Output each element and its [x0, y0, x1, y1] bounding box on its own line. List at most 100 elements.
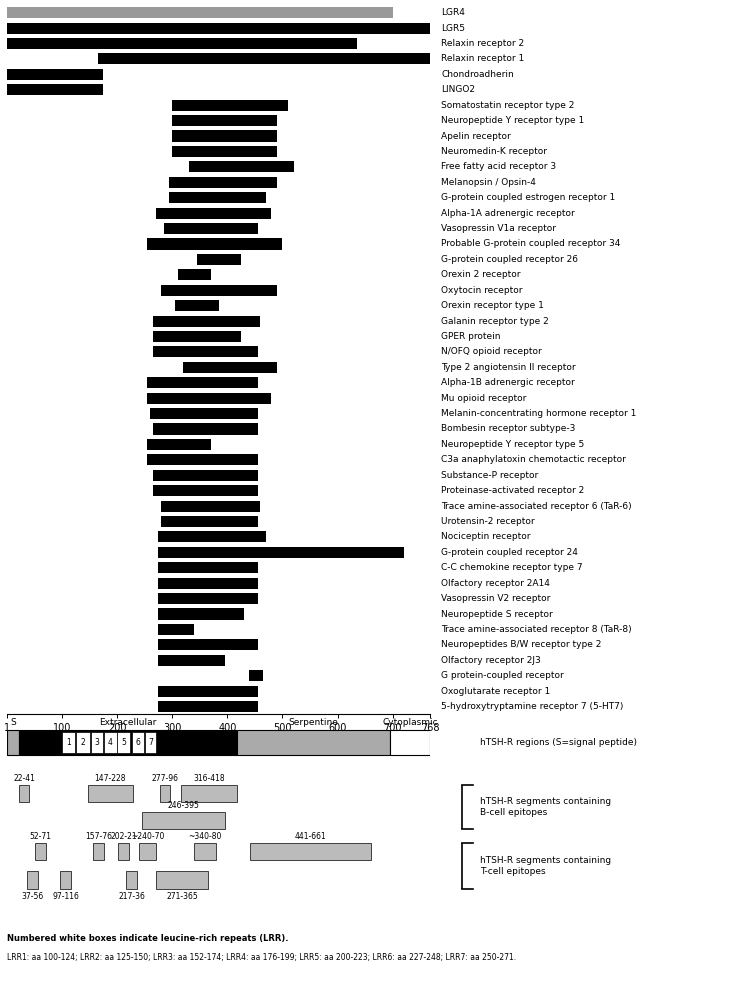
Text: Probable G-protein coupled receptor 34: Probable G-protein coupled receptor 34 [441, 239, 621, 248]
Text: 7: 7 [148, 738, 153, 747]
Bar [7, 84, 103, 95]
Text: Urotensin-2 receptor: Urotensin-2 receptor [441, 517, 535, 526]
Text: 316-418: 316-418 [193, 774, 225, 783]
Text: 4: 4 [108, 738, 113, 747]
Text: Galanin receptor type 2: Galanin receptor type 2 [441, 316, 549, 325]
Text: Apelin receptor: Apelin receptor [441, 132, 511, 141]
Bar [172, 146, 277, 157]
Text: G-protein coupled receptor 24: G-protein coupled receptor 24 [441, 548, 579, 557]
Text: C-C chemokine receptor type 7: C-C chemokine receptor type 7 [441, 563, 583, 572]
Bar [390, 730, 430, 755]
Text: Neuropeptide Y receptor type 5: Neuropeptide Y receptor type 5 [441, 439, 584, 449]
Bar [76, 732, 89, 753]
Text: Neuropeptides B/W receptor type 2: Neuropeptides B/W receptor type 2 [441, 641, 601, 650]
Bar [148, 377, 258, 388]
Text: Neuromedin-K receptor: Neuromedin-K receptor [441, 147, 548, 156]
Text: 271-365: 271-365 [166, 892, 198, 901]
Text: GPER protein: GPER protein [441, 332, 501, 341]
Bar [148, 238, 283, 250]
Text: 22-41: 22-41 [13, 774, 35, 783]
Text: Orexin 2 receptor: Orexin 2 receptor [441, 270, 521, 280]
Text: Numbered white boxes indicate leucine-rich repeats (LRR).: Numbered white boxes indicate leucine-ri… [7, 934, 289, 943]
Bar [126, 871, 137, 889]
Text: Orexin receptor type 1: Orexin receptor type 1 [441, 302, 544, 310]
Bar [250, 842, 371, 860]
Text: 441-661: 441-661 [294, 831, 326, 840]
Text: Relaxin receptor 1: Relaxin receptor 1 [441, 55, 525, 63]
Text: 147-228: 147-228 [94, 774, 126, 783]
Bar [19, 785, 30, 803]
Bar [159, 685, 258, 696]
Bar [164, 223, 258, 234]
Bar [159, 624, 194, 635]
Bar [197, 254, 241, 265]
Bar [153, 485, 258, 496]
Bar [7, 730, 19, 755]
Bar [62, 732, 75, 753]
Bar [153, 469, 258, 481]
Bar [159, 608, 244, 620]
Text: Type 2 angiotensin II receptor: Type 2 angiotensin II receptor [441, 363, 576, 372]
Text: Mu opioid receptor: Mu opioid receptor [441, 394, 527, 403]
Bar [156, 207, 272, 218]
Bar [7, 68, 103, 80]
Text: Somatostatin receptor type 2: Somatostatin receptor type 2 [441, 100, 575, 110]
Text: Alpha-1A adrenergic receptor: Alpha-1A adrenergic receptor [441, 208, 575, 217]
Bar [172, 131, 277, 142]
Bar [117, 732, 130, 753]
Text: Bombesin receptor subtype-3: Bombesin receptor subtype-3 [441, 425, 576, 434]
Bar [159, 532, 266, 543]
Text: G-protein coupled receptor 26: G-protein coupled receptor 26 [441, 255, 579, 264]
Text: Nociceptin receptor: Nociceptin receptor [441, 533, 531, 542]
Bar [35, 842, 46, 860]
Text: Melanopsin / Opsin-4: Melanopsin / Opsin-4 [441, 178, 537, 186]
Text: 97-116: 97-116 [52, 892, 79, 901]
Bar [238, 730, 390, 755]
Bar [148, 438, 211, 450]
Bar [148, 454, 258, 465]
Bar [139, 842, 156, 860]
Text: ~340-80: ~340-80 [189, 831, 222, 840]
Bar [7, 23, 430, 34]
Text: LINGO2: LINGO2 [441, 85, 475, 94]
Text: Oxoglutarate receptor 1: Oxoglutarate receptor 1 [441, 686, 551, 695]
Bar [104, 732, 117, 753]
Bar [172, 115, 277, 126]
Text: Olfactory receptor 2A14: Olfactory receptor 2A14 [441, 578, 551, 587]
Bar [118, 842, 128, 860]
Text: G protein-coupled receptor: G protein-coupled receptor [441, 672, 564, 681]
Text: 6: 6 [135, 738, 140, 747]
Bar [183, 362, 277, 373]
Text: Oxytocin receptor: Oxytocin receptor [441, 286, 523, 295]
Bar [91, 732, 103, 753]
Bar [159, 547, 404, 558]
Bar [94, 842, 104, 860]
Bar [178, 269, 211, 281]
Text: Trace amine-associated receptor 6 (TaR-6): Trace amine-associated receptor 6 (TaR-6… [441, 502, 632, 511]
Bar [189, 162, 294, 173]
Bar [159, 577, 258, 588]
Bar [194, 842, 216, 860]
Bar [150, 408, 258, 419]
Bar [7, 38, 357, 49]
Bar [170, 177, 277, 187]
Text: hTSH-R regions (S=signal peptide): hTSH-R regions (S=signal peptide) [480, 738, 637, 747]
Bar [142, 811, 224, 829]
Text: Vasopressin V1a receptor: Vasopressin V1a receptor [441, 224, 556, 233]
Text: 277-96: 277-96 [151, 774, 179, 783]
Text: 1: 1 [66, 738, 71, 747]
Text: Proteinase-activated receptor 2: Proteinase-activated receptor 2 [441, 486, 584, 495]
Bar [132, 732, 144, 753]
Text: 5-hydroxytryptamine receptor 7 (5-HT7): 5-hydroxytryptamine receptor 7 (5-HT7) [441, 702, 624, 711]
Bar [153, 315, 261, 326]
Bar [159, 562, 258, 573]
Text: Neuropeptide Y receptor type 1: Neuropeptide Y receptor type 1 [441, 116, 584, 125]
Text: S: S [10, 718, 15, 727]
Text: 202-21: 202-21 [110, 831, 137, 840]
Text: Free fatty acid receptor 3: Free fatty acid receptor 3 [441, 163, 556, 172]
Bar [88, 785, 133, 803]
Bar [249, 671, 263, 682]
Bar [159, 785, 170, 803]
Bar [148, 393, 272, 404]
Text: LRR1: aa 100-124; LRR2: aa 125-150; LRR3: aa 152-174; LRR4: aa 176-199; LRR5: aa: LRR1: aa 100-124; LRR2: aa 125-150; LRR3… [7, 953, 517, 962]
